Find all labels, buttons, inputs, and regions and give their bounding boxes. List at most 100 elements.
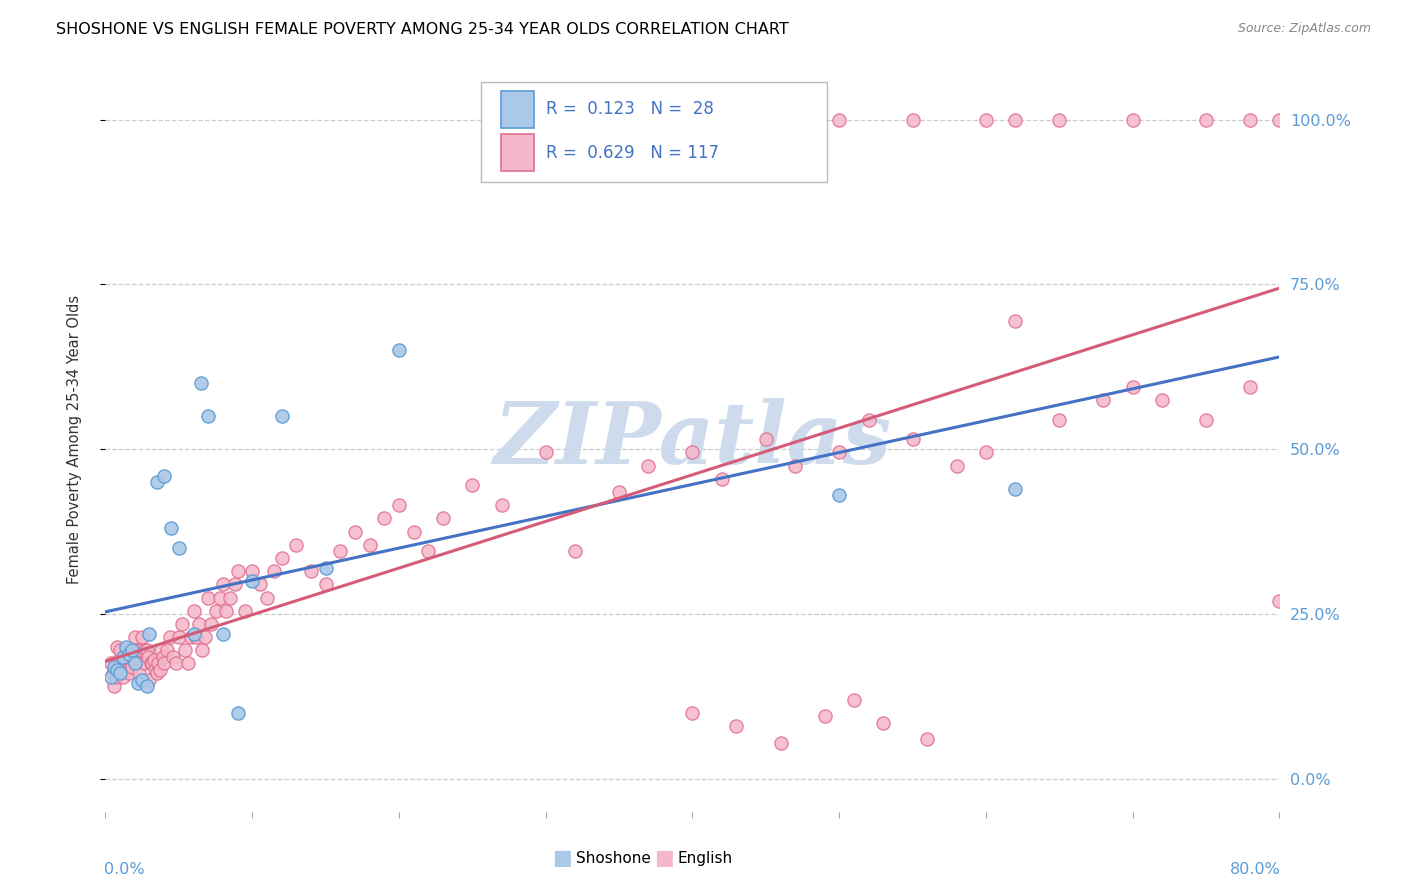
Point xyxy=(141,657,163,671)
Text: SHOSHONE VS ENGLISH FEMALE POVERTY AMONG 25-34 YEAR OLDS CORRELATION CHART: SHOSHONE VS ENGLISH FEMALE POVERTY AMONG… xyxy=(56,22,789,37)
Point xyxy=(461,478,484,492)
Point xyxy=(1122,112,1144,127)
Point xyxy=(534,445,557,459)
Point xyxy=(1122,379,1144,393)
Point xyxy=(270,409,292,424)
Point xyxy=(152,649,174,664)
Point xyxy=(813,709,835,723)
Point xyxy=(153,657,176,671)
Point xyxy=(194,630,217,644)
Text: R =  0.123   N =  28: R = 0.123 N = 28 xyxy=(546,101,714,119)
Point xyxy=(114,657,136,671)
Point xyxy=(167,541,190,555)
Bar xyxy=(501,134,534,171)
Point xyxy=(118,666,141,681)
Point xyxy=(1004,112,1026,127)
Point xyxy=(188,616,211,631)
Text: R =  0.629   N = 117: R = 0.629 N = 117 xyxy=(546,144,718,161)
Point xyxy=(208,591,231,605)
Point xyxy=(120,657,142,671)
Point xyxy=(100,657,122,671)
Point xyxy=(240,564,263,578)
Point xyxy=(143,663,166,677)
Point xyxy=(263,564,285,578)
Text: ■: ■ xyxy=(654,848,673,868)
Point xyxy=(159,630,181,644)
Point xyxy=(105,663,128,677)
Point xyxy=(945,458,967,473)
Point xyxy=(124,630,146,644)
Point xyxy=(110,659,132,673)
Point xyxy=(388,498,411,512)
Point xyxy=(1004,482,1026,496)
Point xyxy=(710,472,733,486)
Point xyxy=(107,653,129,667)
Point xyxy=(135,643,157,657)
Point xyxy=(132,657,155,671)
Point xyxy=(329,544,352,558)
Point xyxy=(131,630,153,644)
Point xyxy=(233,604,256,618)
Point xyxy=(1092,392,1115,407)
Point xyxy=(785,458,807,473)
Point xyxy=(872,715,894,730)
Point xyxy=(974,112,997,127)
Point xyxy=(1047,112,1070,127)
Point xyxy=(564,544,586,558)
Point xyxy=(112,649,135,664)
Point xyxy=(373,511,395,525)
Point xyxy=(769,735,792,749)
Text: ■: ■ xyxy=(553,848,572,868)
Point xyxy=(343,524,366,539)
Point xyxy=(1150,392,1173,407)
Point xyxy=(191,643,214,657)
Point xyxy=(134,643,156,657)
Point xyxy=(153,468,176,483)
Point xyxy=(204,604,226,618)
Point xyxy=(1047,412,1070,426)
Point xyxy=(160,521,183,535)
Point xyxy=(156,643,179,657)
Point xyxy=(1239,112,1261,127)
Point xyxy=(127,643,149,657)
FancyBboxPatch shape xyxy=(481,82,828,182)
Point xyxy=(180,630,202,644)
Point xyxy=(128,666,150,681)
Text: 80.0%: 80.0% xyxy=(1230,863,1281,878)
Point xyxy=(226,706,249,720)
Point xyxy=(270,551,292,566)
Point xyxy=(211,626,233,640)
Point xyxy=(240,574,263,588)
Point xyxy=(901,433,924,447)
Point xyxy=(162,649,184,664)
Point xyxy=(224,577,246,591)
Y-axis label: Female Poverty Among 25-34 Year Olds: Female Poverty Among 25-34 Year Olds xyxy=(67,294,82,584)
Point xyxy=(165,657,187,671)
Point xyxy=(103,659,125,673)
Point xyxy=(359,538,381,552)
Point xyxy=(842,692,865,706)
Point xyxy=(131,673,153,687)
Point xyxy=(146,475,169,490)
Point xyxy=(828,445,851,459)
Point xyxy=(139,657,162,671)
Point xyxy=(138,673,160,687)
Point xyxy=(755,433,778,447)
Point xyxy=(828,112,851,127)
Point xyxy=(1268,594,1291,608)
Point xyxy=(167,630,190,644)
Point xyxy=(1195,112,1218,127)
Point xyxy=(1268,112,1291,127)
Point xyxy=(200,616,222,631)
Point xyxy=(142,653,165,667)
Point xyxy=(285,538,308,552)
Point xyxy=(149,663,172,677)
Point xyxy=(186,630,208,644)
Text: ZIPatlas: ZIPatlas xyxy=(494,398,891,481)
Point xyxy=(917,732,939,747)
Point xyxy=(170,616,193,631)
Point xyxy=(129,643,152,657)
Point xyxy=(315,577,337,591)
Point xyxy=(108,666,131,681)
Text: Shoshone: Shoshone xyxy=(576,851,651,865)
